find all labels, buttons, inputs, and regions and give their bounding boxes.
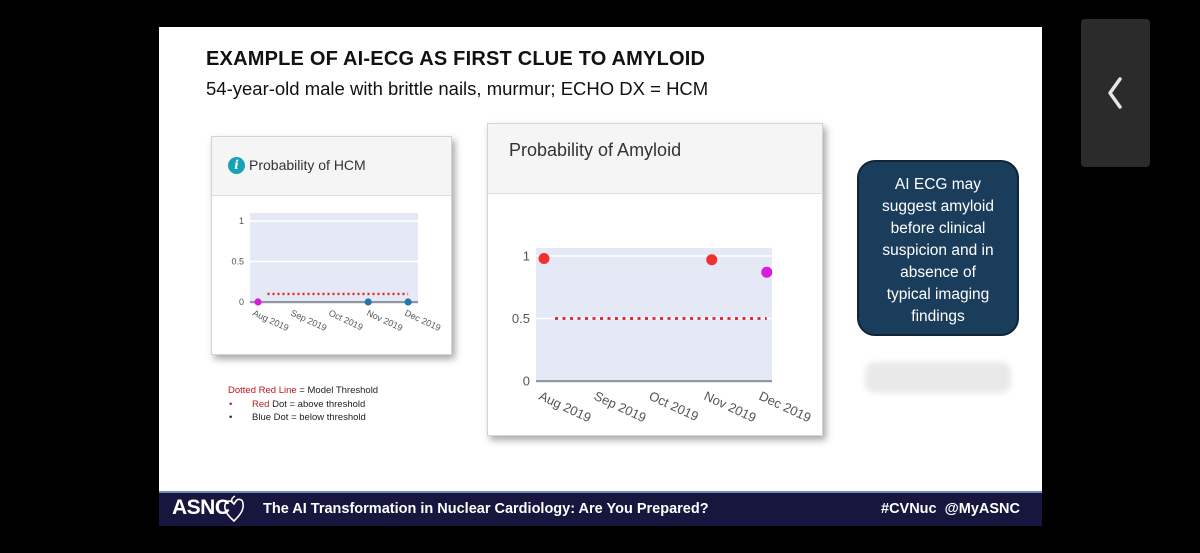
data-point [538,253,550,264]
data-point [364,298,372,306]
callout-line: findings [911,308,965,325]
callout-line: typical imaging [886,286,990,303]
amyloid-chart-card: Probability of Amyloid 0 0.5 1 Aug 2019 Sep … [487,123,823,436]
legend-red-dot: • Red Dot = above threshold [229,398,366,410]
data-point [706,254,718,266]
y-tick-label: 0.5 [231,257,244,267]
legend-blue-dot: • Blue Dot = below threshold [229,412,366,423]
info-icon[interactable]: i [228,157,245,174]
callout-line: absence of [900,264,976,281]
plot-area [536,248,772,383]
footer-bar: ASNC The AI Transformation in Nuclear Ca… [159,491,1042,526]
x-tick-label: Sep 2019 [592,388,649,425]
hcm-chart-header: i Probability of HCM [212,137,451,196]
chevron-left-icon[interactable] [1105,75,1125,111]
x-tick-label: Oct 2019 [327,308,364,333]
x-tick-label: Dec 2019 [403,308,442,333]
callout-line: before clinical [890,220,986,237]
blurred-element [865,362,1011,393]
heart-logo-icon [224,495,244,523]
amyloid-chart-header: Probability of Amyloid [488,124,822,194]
data-point [761,266,773,278]
hcm-chart-title: Probability of HCM [249,157,366,173]
y-tick-label: 1 [523,249,530,264]
x-tick-label: Oct 2019 [647,388,701,424]
slide: EXAMPLE OF AI-ECG AS FIRST CLUE TO AMYLO… [159,27,1042,526]
y-tick-label: 0.5 [512,311,530,326]
side-panel-toggle[interactable] [1081,19,1150,167]
x-tick-label: Sep 2019 [289,308,328,333]
legend-threshold-line: Dotted Red Line = Model Threshold [228,385,379,396]
x-tick-label: Aug 2019 [251,308,290,333]
slide-title: EXAMPLE OF AI-ECG AS FIRST CLUE TO AMYLO… [206,48,706,70]
amyloid-chart-title: Probability of Amyloid [509,140,682,160]
footer-title: The AI Transformation in Nuclear Cardiol… [263,501,709,517]
asnc-logo: ASNC [172,496,230,519]
hcm-chart-card: i Probability of HCM 0 0.5 1 Aug 2019 Sep 20… [211,136,452,355]
y-tick-label: 1 [239,216,244,226]
callout-box: AI ECG may suggest amyloid before clinic… [857,160,1019,336]
data-point [404,298,412,306]
data-point [254,298,262,306]
callout-line: suspicion and in [882,242,994,259]
x-tick-label: Dec 2019 [757,388,814,425]
plot-area [250,213,418,304]
y-tick-label: 0 [239,297,244,307]
x-tick-label: Aug 2019 [537,388,594,425]
chart-legend: Dotted Red Line = Model Threshold • Red … [228,384,378,425]
callout-line: AI ECG may [894,176,982,193]
y-tick-label: 0 [523,374,530,389]
x-tick-label: Nov 2019 [365,308,404,333]
slide-subtitle: 54-year-old male with brittle nails, mur… [206,78,709,99]
footer-hashtags: #CVNuc @MyASNC [881,501,1020,517]
callout-line: suggest amyloid [881,198,994,215]
x-tick-label: Nov 2019 [702,388,759,425]
